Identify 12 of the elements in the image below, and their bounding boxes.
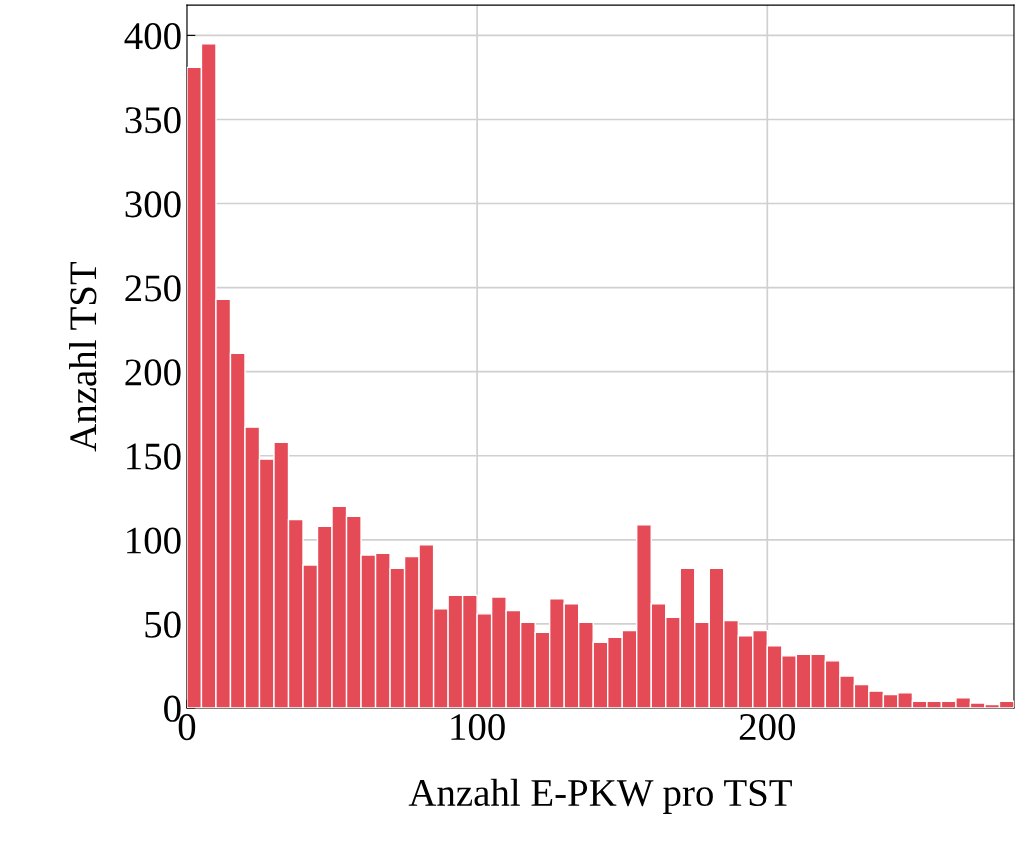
y-tick-label: 150: [127, 443, 181, 470]
x-axis-title: Anzahl E-PKW pro TST: [408, 778, 792, 814]
y-tick-label: 300: [125, 191, 181, 218]
x-tick-label: 200: [739, 713, 795, 741]
y-tick-label: 100: [127, 527, 181, 554]
x-tick-label: 100: [451, 713, 505, 741]
y-tick-label: 200: [125, 359, 181, 386]
y-tick-label: 400: [124, 23, 181, 50]
y-tick-label: 350: [125, 107, 181, 134]
y-axis-title: Anzahl TST: [69, 261, 97, 452]
y-tick-label: 50: [145, 611, 181, 638]
y-tick-label: 250: [125, 275, 181, 302]
